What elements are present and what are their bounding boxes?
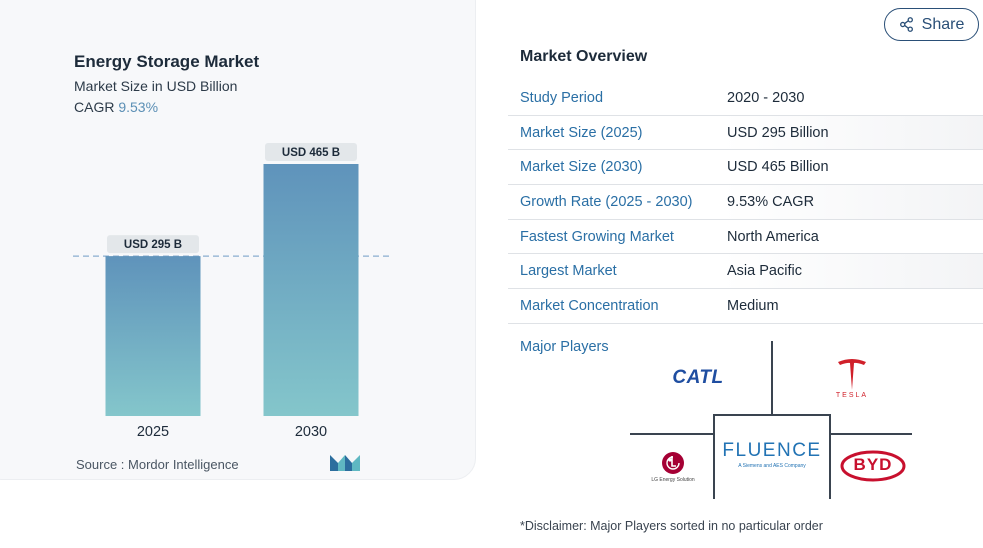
grid-divider <box>713 414 715 499</box>
overview-row: Market Concentration Medium <box>508 289 983 324</box>
data-label: USD 465 B <box>282 147 340 159</box>
disclaimer: *Disclaimer: Major Players sorted in no … <box>520 519 823 533</box>
overview-row-value: USD 465 Billion <box>727 159 829 176</box>
share-button[interactable]: Share <box>884 8 979 41</box>
grid-divider <box>829 433 912 435</box>
fluence-logo: FLUENCE A Siemens and AES Company <box>716 437 828 471</box>
catl-logo-text: CATL <box>672 367 724 388</box>
overview-row: Largest Market Asia Pacific <box>508 254 983 290</box>
overview-row-value: North America <box>727 228 819 245</box>
data-label: USD 295 B <box>124 239 182 251</box>
catl-logo: CATL <box>660 367 736 389</box>
overview-row: Study Period 2020 - 2030 <box>508 81 983 116</box>
grid-divider <box>713 414 830 416</box>
overview-row-value: USD 295 Billion <box>727 124 829 141</box>
overview-row-label: Study Period <box>520 89 604 106</box>
lg-logo-text: LG Energy Solution <box>651 477 695 483</box>
chart-cagr: CAGR 9.53% <box>74 99 158 115</box>
data-label-bg <box>107 235 199 254</box>
major-players-label: Major Players <box>520 339 609 355</box>
overview-row: Fastest Growing Market North America <box>508 220 983 255</box>
bar-chart: USD 295 B 2025 USD 465 B 2030 <box>73 143 393 440</box>
overview-row: Growth Rate (2025 - 2030) 9.53% CAGR <box>508 185 983 220</box>
overview-row: Market Size (2030) USD 465 Billion <box>508 150 983 186</box>
fluence-tagline: A Siemens and AES Company <box>738 462 806 469</box>
lg-circle-icon <box>662 452 684 474</box>
lg-energy-logo: LG Energy Solution <box>644 449 702 485</box>
chart-card <box>0 0 476 480</box>
tesla-logo: TESLA <box>826 353 878 403</box>
grid-divider <box>829 414 831 499</box>
major-players-grid: CATL TESLA FLUENCE A Siemens and AES Com… <box>630 341 912 499</box>
mordor-intelligence-logo <box>330 455 360 471</box>
chart-source: Source : Mordor Intelligence <box>76 457 239 472</box>
overview-row-label: Market Concentration <box>520 297 659 314</box>
overview-row-value: 9.53% CAGR <box>727 193 815 210</box>
bar-2025 <box>105 256 201 416</box>
byd-logo: BYD <box>838 449 908 483</box>
grid-divider <box>771 341 773 414</box>
overview-row: Market Size (2025) USD 295 Billion <box>508 115 983 151</box>
cagr-label: CAGR <box>74 99 115 115</box>
chart-subtitle: Market Size in USD Billion <box>74 78 238 94</box>
share-icon <box>899 17 913 32</box>
overview-row-label: Fastest Growing Market <box>520 228 674 245</box>
overview-row-value: 2020 - 2030 <box>727 89 805 106</box>
chart-title: Energy Storage Market <box>74 52 260 71</box>
overview-row-value: Medium <box>727 297 779 314</box>
overview-title: Market Overview <box>520 48 648 65</box>
overview-row-label: Market Size (2030) <box>520 159 643 176</box>
overview-row-label: Market Size (2025) <box>520 124 643 141</box>
grid-divider <box>630 433 714 435</box>
bar-2030 <box>263 164 359 416</box>
data-label-bg <box>265 143 357 161</box>
byd-oval-icon <box>840 450 906 482</box>
overview-table: Study Period 2020 - 2030 Market Size (2025… <box>508 81 983 324</box>
x-tick-label: 2030 <box>295 424 327 440</box>
cagr-value: 9.53% <box>118 99 159 115</box>
x-tick-label: 2025 <box>137 424 169 440</box>
byd-logo-text: BYD <box>853 455 893 474</box>
tesla-logo-text: TESLA <box>835 392 869 399</box>
overview-row-value: Asia Pacific <box>727 263 802 280</box>
fluence-logo-text: FLUENCE <box>722 439 822 461</box>
tesla-t-icon <box>838 359 866 390</box>
overview-row-label: Largest Market <box>520 263 617 280</box>
overview-row-label: Growth Rate (2025 - 2030) <box>520 193 693 210</box>
share-label: Share <box>921 15 965 33</box>
